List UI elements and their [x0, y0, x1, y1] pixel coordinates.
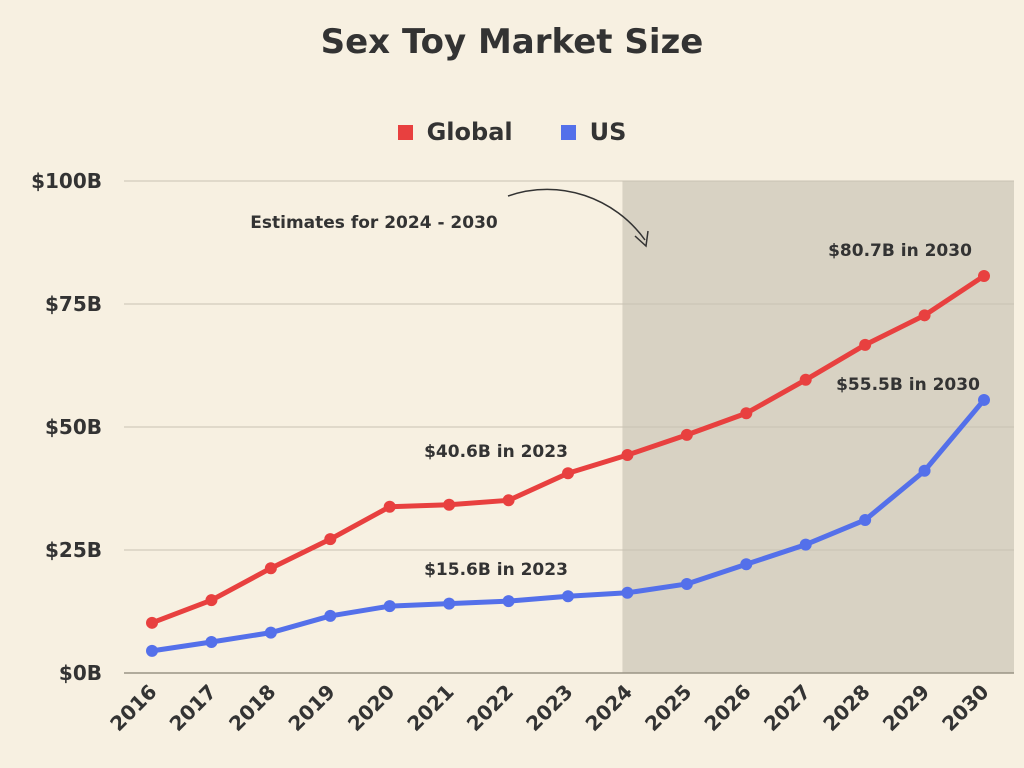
data-point-us	[443, 597, 456, 610]
x-tick-label: 2023	[521, 680, 577, 736]
legend-label-global: Global	[426, 118, 513, 146]
data-point-global	[502, 494, 515, 507]
data-point-us	[146, 644, 158, 657]
data-point-global	[443, 498, 456, 511]
data-point-global	[264, 562, 277, 575]
x-tick-label: 2020	[343, 680, 399, 736]
legend-swatch-global	[397, 124, 413, 140]
data-point-us	[799, 538, 812, 551]
data-point-global	[621, 449, 634, 462]
data-point-global	[324, 533, 337, 546]
y-tick-label: $75B	[45, 292, 102, 316]
x-tick-label: 2021	[402, 680, 458, 736]
x-tick-label: 2016	[105, 680, 161, 736]
grid-layer: $0B $25B $50B $75B $100B	[31, 169, 1014, 685]
us-2023-label: $15.6B in 2023	[424, 560, 568, 580]
x-tick-label: 2030	[937, 680, 993, 736]
chart-title: Sex Toy Market Size	[320, 22, 704, 62]
data-point-us	[383, 600, 396, 613]
estimate-arrow-curve	[507, 188, 646, 241]
legend-item-us: US	[560, 118, 627, 146]
data-point-global	[918, 309, 931, 322]
x-tick-label: 2027	[759, 680, 815, 736]
estimates-annotation: Estimates for 2024 - 2030	[250, 213, 498, 233]
data-point-global	[680, 428, 693, 441]
legend-swatch-us	[560, 124, 576, 140]
x-tick-label: 2017	[165, 680, 221, 736]
series-layer	[146, 269, 990, 657]
x-tick-label: 2018	[224, 680, 280, 736]
data-point-us	[918, 464, 931, 477]
estimate-arrow-head	[634, 230, 649, 248]
data-point-global	[562, 467, 574, 480]
x-tick-label: 2026	[699, 680, 755, 736]
data-point-global	[146, 616, 158, 629]
axis-layer: 2016 2017 2018 2019 2020 2021 2022 2023 2024 2025…	[105, 672, 1014, 736]
global-2030-label: $80.7B in 2030	[828, 241, 972, 261]
data-point-us	[859, 513, 872, 526]
legend-label-us: US	[589, 118, 627, 146]
x-tick-label: 2028	[818, 680, 874, 736]
data-point-us	[264, 626, 277, 639]
data-point-us	[205, 636, 218, 649]
data-point-global	[205, 594, 218, 607]
data-point-us	[502, 595, 515, 608]
legend: Global US	[0, 118, 1024, 146]
y-tick-label: $0B	[59, 661, 102, 685]
y-tick-label: $50B	[45, 415, 102, 439]
data-point-global	[740, 407, 753, 420]
data-point-global	[799, 373, 812, 386]
data-point-us	[740, 558, 753, 571]
data-point-us	[562, 590, 574, 603]
x-tick-label: 2022	[462, 680, 518, 736]
data-point-us	[621, 586, 634, 599]
data-point-us	[324, 609, 337, 622]
y-tick-label: $100B	[31, 169, 102, 193]
us-2030-label: $55.5B in 2030	[836, 375, 980, 395]
data-point-us	[978, 393, 990, 406]
global-2023-label: $40.6B in 2023	[424, 442, 568, 462]
y-tick-label: $25B	[45, 538, 102, 562]
data-point-global	[978, 269, 990, 282]
data-point-us	[680, 577, 693, 590]
x-tick-label: 2029	[878, 680, 934, 736]
data-point-global	[383, 500, 396, 513]
x-tick-label: 2024	[581, 680, 637, 736]
x-tick-label: 2025	[640, 680, 696, 736]
label-layer: Estimates for 2024 - 2030 $80.7B in 2030 $…	[250, 188, 980, 580]
legend-item-global: Global	[397, 118, 513, 146]
data-point-global	[859, 338, 872, 351]
x-tick-label: 2019	[283, 680, 339, 736]
